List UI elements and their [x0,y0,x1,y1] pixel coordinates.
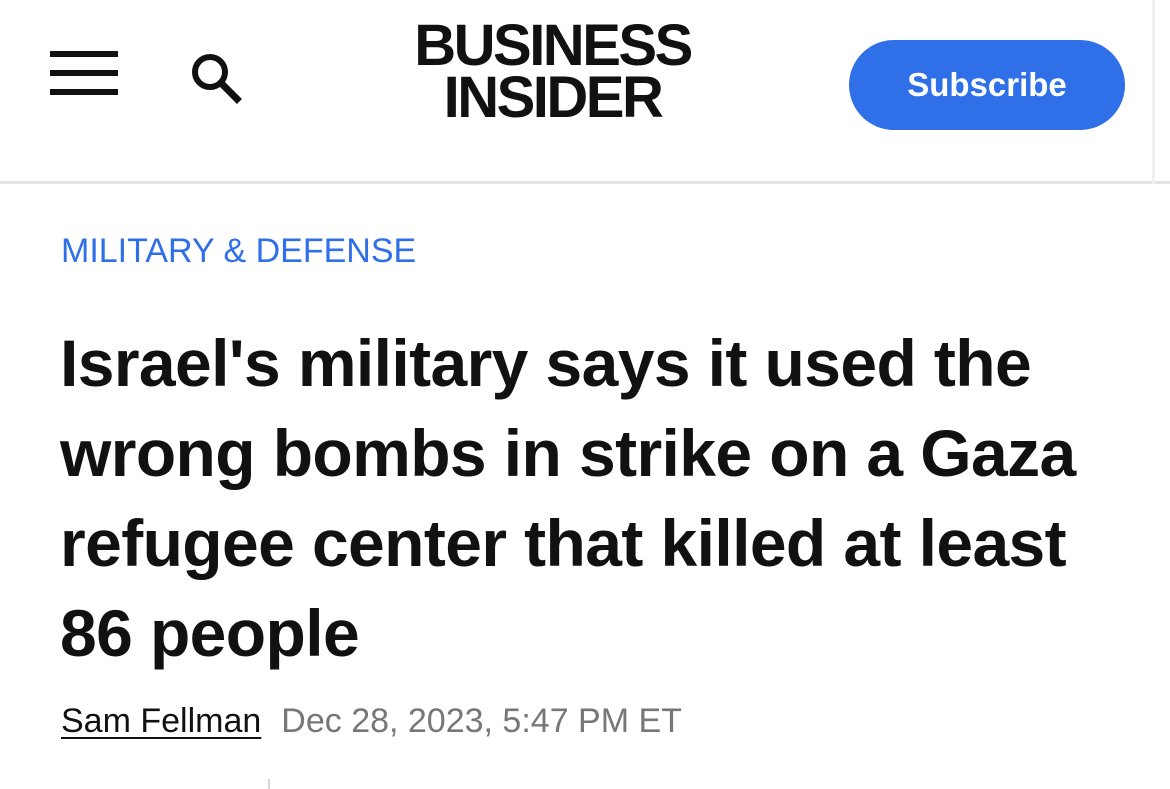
byline: Sam Fellman Dec 28, 2023, 5:47 PM ET [61,699,682,743]
scrollbar-track [1152,0,1155,184]
site-header: BUSINESS INSIDER Subscribe [0,0,1170,184]
site-logo[interactable]: BUSINESS INSIDER [380,13,725,130]
search-icon[interactable] [190,52,244,104]
logo-line-1: BUSINESS [414,13,693,78]
hamburger-menu-icon[interactable] [50,51,118,95]
divider-tick [268,779,270,789]
article-headline: Israel's military says it used the wrong… [60,326,1076,670]
category-link[interactable]: MILITARY & DEFENSE [61,232,417,270]
subscribe-button[interactable]: Subscribe [849,40,1125,130]
publish-date: Dec 28, 2023, 5:47 PM ET [281,702,682,740]
logo-line-2: INSIDER [443,65,664,130]
author-link[interactable]: Sam Fellman [61,702,262,740]
